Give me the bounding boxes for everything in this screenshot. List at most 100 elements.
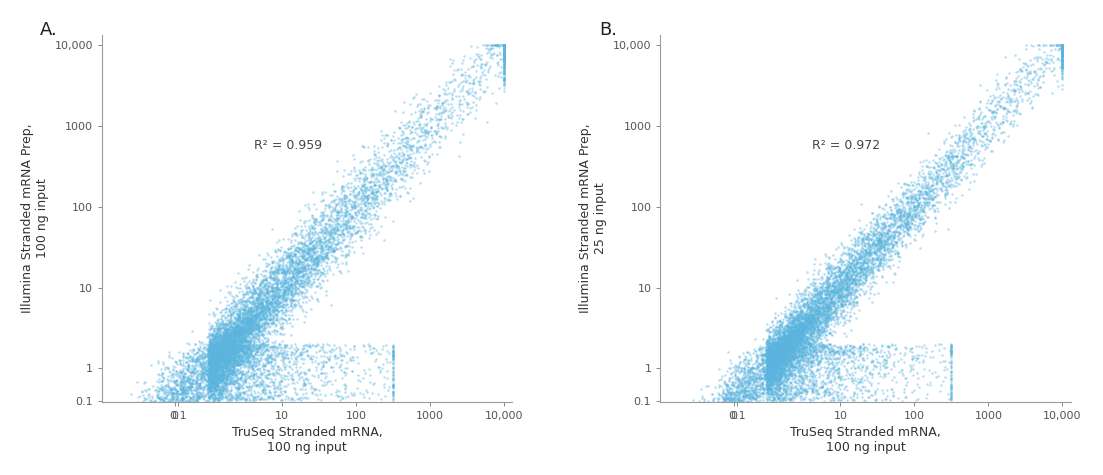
Point — [229, 352, 247, 359]
Point — [108, 473, 126, 475]
Point — [793, 321, 811, 329]
Point — [315, 233, 333, 241]
Point — [349, 195, 366, 203]
Point — [783, 342, 801, 349]
Point — [698, 426, 716, 434]
Point — [233, 327, 250, 334]
Point — [833, 358, 850, 365]
Point — [228, 346, 246, 353]
Point — [765, 383, 783, 391]
Point — [812, 273, 829, 280]
Point — [183, 389, 201, 397]
Point — [213, 391, 231, 399]
Point — [229, 319, 247, 327]
Point — [330, 214, 347, 222]
Point — [173, 368, 191, 375]
Point — [867, 240, 885, 247]
Point — [216, 374, 234, 382]
Point — [839, 291, 857, 299]
Point — [795, 323, 813, 331]
Point — [200, 393, 217, 401]
Point — [281, 256, 299, 264]
Point — [740, 392, 758, 399]
Point — [711, 417, 729, 425]
Point — [149, 438, 167, 446]
Point — [741, 369, 759, 376]
Point — [750, 361, 768, 368]
Point — [999, 94, 1017, 101]
Point — [764, 377, 782, 384]
Point — [181, 384, 199, 392]
Point — [765, 357, 783, 365]
Point — [722, 427, 740, 435]
Point — [765, 351, 783, 359]
Point — [774, 367, 792, 375]
Point — [813, 313, 831, 320]
Point — [730, 382, 748, 390]
Point — [333, 352, 351, 359]
Point — [791, 330, 808, 337]
Point — [219, 381, 237, 389]
Point — [684, 450, 702, 457]
Point — [226, 330, 244, 337]
Point — [771, 341, 789, 349]
Point — [775, 341, 793, 349]
Point — [208, 390, 226, 397]
Point — [384, 347, 401, 354]
Point — [114, 448, 131, 456]
Point — [765, 373, 783, 380]
Point — [118, 452, 136, 460]
Point — [676, 456, 694, 463]
Point — [234, 357, 251, 364]
Point — [238, 332, 256, 340]
Point — [845, 300, 863, 308]
Point — [703, 441, 720, 449]
Point — [222, 348, 239, 356]
Point — [358, 199, 376, 207]
Point — [988, 79, 1006, 86]
Point — [697, 438, 715, 446]
Point — [831, 350, 848, 358]
Point — [495, 64, 513, 71]
Point — [768, 335, 785, 343]
Point — [817, 354, 835, 361]
Point — [189, 409, 206, 417]
Point — [256, 276, 274, 283]
Point — [800, 334, 817, 342]
Point — [758, 355, 775, 362]
Point — [791, 334, 808, 342]
Point — [801, 397, 818, 405]
Point — [762, 379, 780, 387]
Point — [771, 364, 789, 371]
Point — [695, 436, 713, 444]
Point — [158, 381, 175, 389]
Point — [200, 352, 217, 360]
Point — [792, 389, 810, 396]
Point — [229, 329, 247, 336]
Point — [901, 187, 919, 195]
Point — [736, 402, 753, 410]
Point — [346, 192, 364, 200]
Point — [215, 311, 233, 319]
Point — [489, 51, 506, 59]
Point — [203, 354, 221, 362]
Point — [154, 377, 172, 384]
Point — [168, 437, 185, 445]
Point — [705, 449, 722, 457]
Point — [143, 456, 161, 464]
Point — [784, 332, 802, 340]
Point — [927, 214, 944, 221]
Point — [244, 322, 261, 329]
Point — [256, 320, 274, 328]
Point — [898, 225, 915, 233]
Point — [228, 347, 246, 355]
Point — [210, 345, 227, 353]
Point — [754, 389, 772, 397]
Point — [159, 406, 176, 413]
Point — [786, 371, 804, 379]
Point — [888, 247, 906, 255]
Point — [133, 442, 151, 449]
Point — [205, 359, 223, 366]
Point — [290, 262, 308, 269]
Point — [928, 168, 945, 175]
